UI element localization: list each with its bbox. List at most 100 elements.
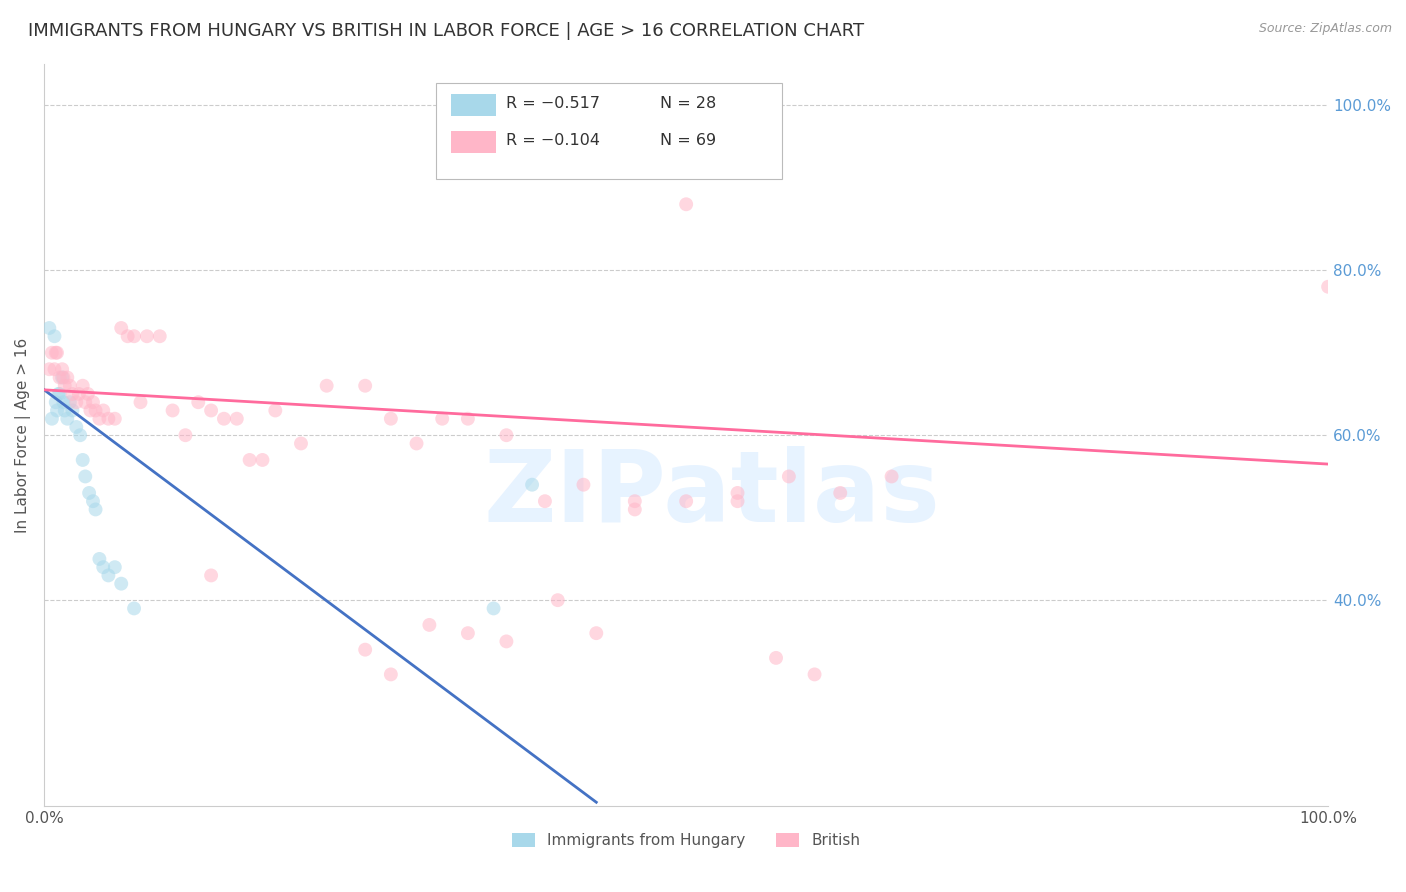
Point [110,576,132,591]
Point [290,436,312,450]
Point [623,494,645,508]
Point [122,601,145,615]
Point [65,395,87,409]
Text: Source: ZipAtlas.com: Source: ZipAtlas.com [1258,22,1392,36]
Point [82,395,104,409]
Point [212,411,235,425]
Point [56,411,79,425]
Y-axis label: In Labor Force | Age > 16: In Labor Force | Age > 16 [15,337,31,533]
Point [41,411,63,425]
Point [264,403,287,417]
Point [354,378,377,392]
Point [97,568,120,582]
Point [675,494,697,508]
Text: N = 28: N = 28 [661,96,717,111]
Point [72,378,94,392]
Point [174,428,197,442]
Point [44,329,66,343]
Point [76,387,98,401]
Point [803,667,825,681]
Point [354,642,377,657]
Point [778,469,800,483]
Point [59,378,82,392]
Point [830,486,852,500]
Point [880,469,903,483]
Legend: Immigrants from Hungary, British: Immigrants from Hungary, British [506,827,866,855]
Point [495,634,517,648]
Point [77,486,100,500]
Point [38,362,60,376]
Point [129,395,152,409]
Point [59,395,82,409]
Point [534,494,557,508]
Point [52,395,75,409]
Text: N = 69: N = 69 [661,133,717,148]
Point [91,403,114,417]
Point [65,420,87,434]
Point [51,362,73,376]
Point [53,378,76,392]
Point [727,494,749,508]
Point [315,378,337,392]
Point [380,667,402,681]
Point [75,469,97,483]
Point [239,453,262,467]
Point [572,477,595,491]
Point [110,321,132,335]
Point [72,453,94,467]
Point [89,411,111,425]
Point [135,329,157,343]
Point [675,197,697,211]
Point [67,387,90,401]
FancyBboxPatch shape [436,83,783,179]
Point [162,403,184,417]
Point [89,552,111,566]
Point [56,370,79,384]
Point [53,403,76,417]
Point [765,651,787,665]
Point [38,321,60,335]
Point [44,362,66,376]
Point [48,370,70,384]
Point [418,618,440,632]
Point [380,411,402,425]
Text: R = −0.517: R = −0.517 [506,96,600,111]
Point [623,502,645,516]
Point [117,329,139,343]
Text: R = −0.104: R = −0.104 [506,133,600,148]
Point [46,387,69,401]
Point [585,626,607,640]
Point [547,593,569,607]
Point [727,486,749,500]
Point [104,411,127,425]
Point [62,403,84,417]
Text: ZIPatlas: ZIPatlas [484,446,941,543]
Point [405,436,427,450]
FancyBboxPatch shape [451,131,496,153]
Point [495,428,517,442]
Point [104,560,127,574]
Point [46,403,69,417]
Point [97,411,120,425]
Point [84,403,107,417]
Point [69,428,91,442]
FancyBboxPatch shape [451,94,496,116]
Point [84,502,107,516]
Point [200,403,222,417]
Point [45,395,67,409]
Text: IMMIGRANTS FROM HUNGARY VS BRITISH IN LABOR FORCE | AGE > 16 CORRELATION CHART: IMMIGRANTS FROM HUNGARY VS BRITISH IN LA… [28,22,865,40]
Point [122,329,145,343]
Point [91,560,114,574]
Point [482,601,505,615]
Point [79,403,101,417]
Point [520,477,543,491]
Point [62,387,84,401]
Point [51,370,73,384]
Point [432,411,454,425]
Point [46,345,69,359]
Point [1317,279,1340,293]
Point [187,395,209,409]
Point [52,370,75,384]
Point [45,345,67,359]
Point [149,329,172,343]
